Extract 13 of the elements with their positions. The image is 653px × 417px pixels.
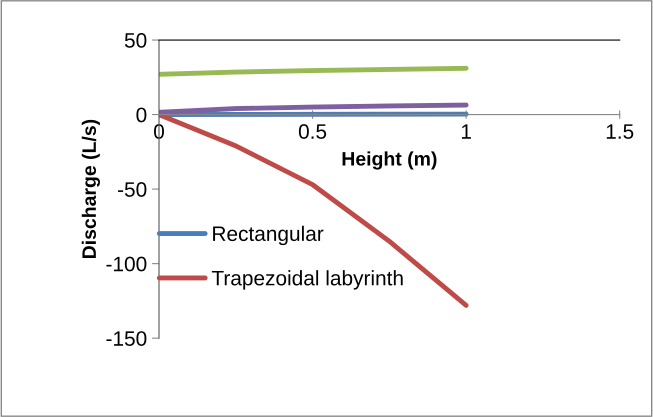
x-tick-label: 0.5 (298, 124, 326, 139)
y-tick-label: -100 (106, 256, 146, 272)
y-axis-title: Discharge (L/s) (82, 120, 100, 258)
x-tick-label: 1 (462, 124, 471, 139)
y-tick-label: 0 (136, 108, 146, 122)
x-axis-title: Height (m) (342, 151, 436, 170)
y-tick-label: -50 (118, 182, 146, 197)
line-series (159, 102, 469, 115)
y-tick-label: 50 (124, 33, 146, 48)
y-tick-label: -150 (106, 331, 146, 346)
legend-label: Trapezoidal labyrinth (212, 270, 403, 290)
x-tick-label: 1.5 (606, 124, 634, 139)
legend-label: Rectangular (213, 226, 324, 246)
